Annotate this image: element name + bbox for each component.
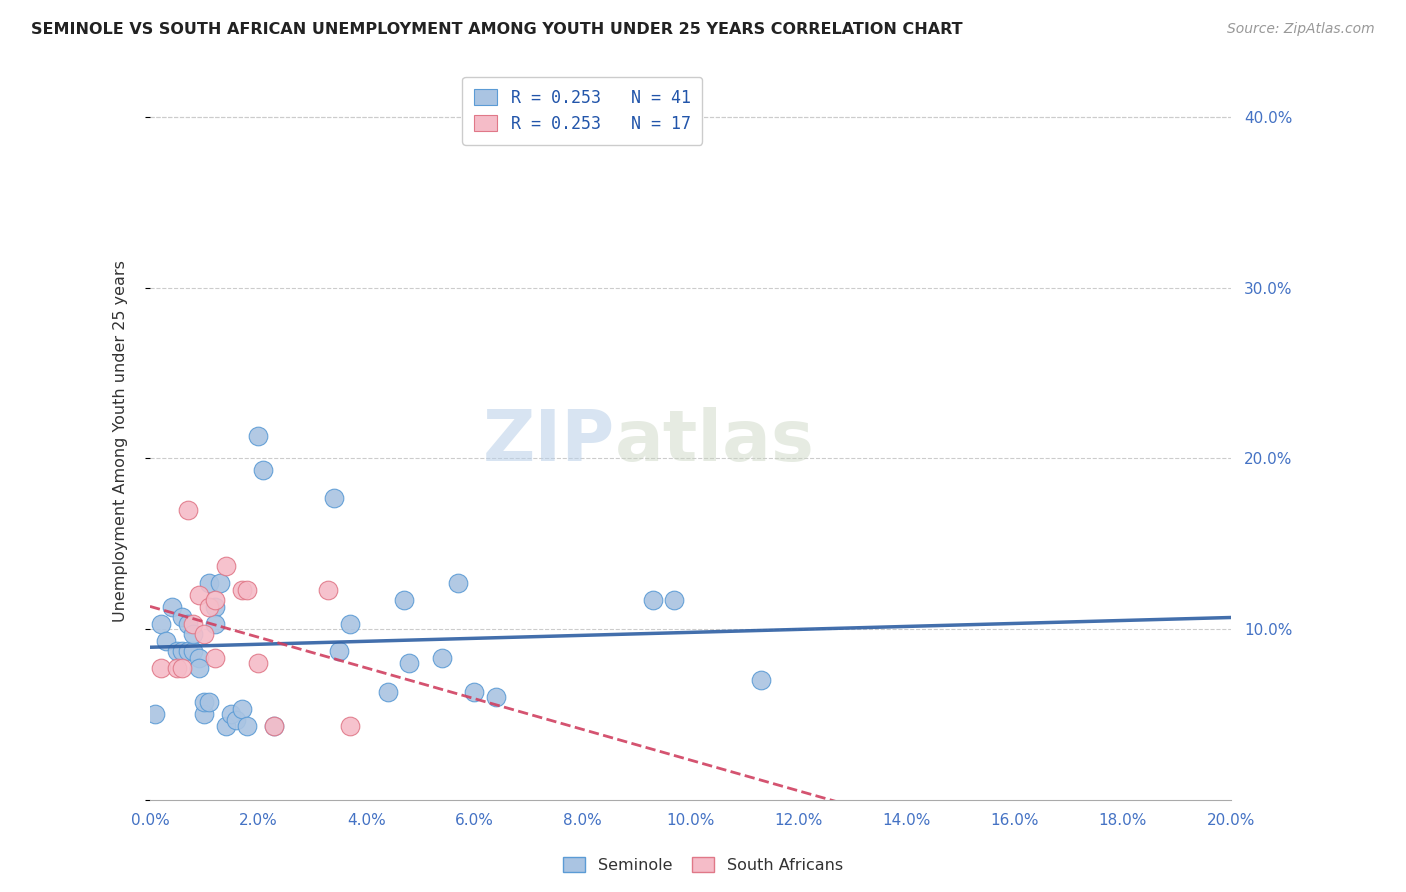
Point: [181, 616, 204, 631]
Point: [463, 685, 485, 699]
Point: [204, 593, 226, 607]
Point: [485, 690, 508, 705]
Point: [187, 661, 209, 675]
Legend: R = 0.253   N = 41, R = 0.253   N = 17: R = 0.253 N = 41, R = 0.253 N = 17: [463, 77, 703, 145]
Point: [447, 576, 470, 591]
Point: [236, 582, 259, 597]
Point: [219, 707, 242, 722]
Point: [177, 616, 200, 631]
Legend: Seminole, South Africans: Seminole, South Africans: [557, 851, 849, 880]
Point: [749, 673, 772, 688]
Point: [155, 634, 177, 648]
Point: [187, 588, 209, 602]
Text: ZIP: ZIP: [482, 407, 614, 475]
Point: [166, 644, 188, 658]
Text: Source: ZipAtlas.com: Source: ZipAtlas.com: [1227, 22, 1375, 37]
Point: [193, 627, 215, 641]
Point: [263, 719, 285, 733]
Point: [318, 582, 340, 597]
Point: [322, 491, 344, 505]
Text: SEMINOLE VS SOUTH AFRICAN UNEMPLOYMENT AMONG YOUTH UNDER 25 YEARS CORRELATION CH: SEMINOLE VS SOUTH AFRICAN UNEMPLOYMENT A…: [31, 22, 963, 37]
Point: [193, 707, 215, 722]
Point: [149, 616, 172, 631]
Point: [198, 599, 221, 614]
Point: [172, 610, 194, 624]
Point: [339, 719, 361, 733]
Point: [172, 644, 194, 658]
Point: [187, 651, 209, 665]
Point: [231, 582, 253, 597]
Point: [641, 593, 664, 607]
Point: [204, 599, 226, 614]
Point: [198, 696, 221, 710]
Point: [398, 656, 420, 670]
Point: [160, 599, 183, 614]
Point: [204, 651, 226, 665]
Point: [252, 463, 274, 477]
Point: [214, 719, 236, 733]
Point: [225, 713, 247, 727]
Point: [214, 558, 236, 573]
Point: [177, 644, 200, 658]
Point: [172, 661, 194, 675]
Point: [263, 719, 285, 733]
Point: [143, 707, 166, 722]
Point: [193, 696, 215, 710]
Y-axis label: Unemployment Among Youth under 25 years: Unemployment Among Youth under 25 years: [114, 260, 128, 623]
Point: [247, 656, 270, 670]
Point: [181, 627, 204, 641]
Point: [209, 576, 232, 591]
Point: [328, 644, 350, 658]
Point: [236, 719, 259, 733]
Point: [231, 702, 253, 716]
Point: [392, 593, 415, 607]
Point: [247, 429, 270, 443]
Point: [339, 616, 361, 631]
Point: [664, 593, 686, 607]
Point: [166, 661, 188, 675]
Point: [177, 502, 200, 516]
Point: [204, 616, 226, 631]
Point: [377, 685, 399, 699]
Point: [181, 644, 204, 658]
Text: atlas: atlas: [614, 407, 814, 475]
Point: [430, 651, 453, 665]
Point: [198, 576, 221, 591]
Point: [149, 661, 172, 675]
